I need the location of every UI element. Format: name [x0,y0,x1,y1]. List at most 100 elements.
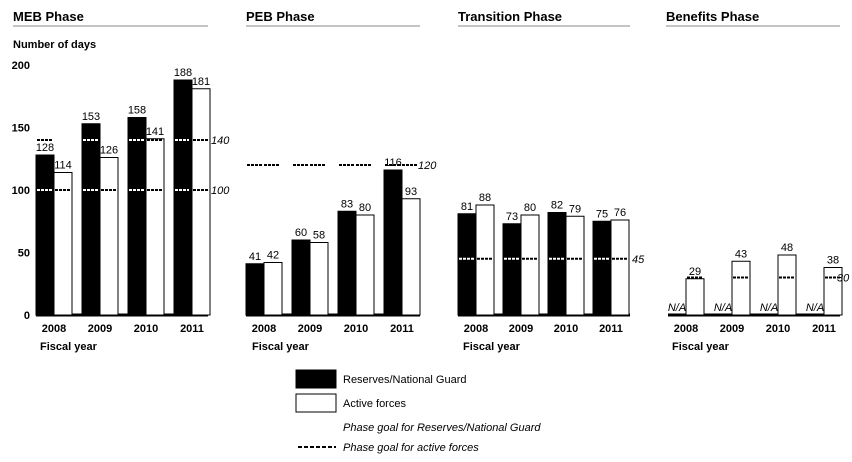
y-ticks: 0 50 100 150 200 [12,60,30,322]
x-tick-label: 2008 [42,323,66,335]
x-axis-label-benefits: Fiscal year [672,341,730,353]
data-label-reserves-na: N/A [714,302,732,314]
panel-title-benefits: Benefits Phase [666,9,759,24]
data-label-active: 88 [479,192,491,204]
bar-active [401,198,421,316]
data-label-reserves-na: N/A [760,302,778,314]
y-tick-label: 50 [18,248,30,260]
bar-reserves [245,263,265,316]
bar-active [685,278,705,316]
panel-title-meb: MEB Phase [13,9,84,24]
y-tick-label: 200 [12,60,30,72]
bar-reserves [592,220,612,316]
data-label-active: 79 [569,203,581,215]
legend-swatch-active [295,393,337,413]
x-tick-label: 2011 [390,323,414,335]
x-tick-label: 2009 [88,323,112,335]
x-tick-label: 2010 [554,323,578,335]
data-label-reserves-na: N/A [806,302,824,314]
data-label-active: 38 [827,255,839,267]
x-tick-label: 2008 [252,323,276,335]
bar-reserves [337,210,357,316]
x-tick-label: 2011 [599,323,623,335]
y-tick-label: 150 [12,123,30,135]
data-label-active: 43 [735,248,747,260]
goal-label-reserves: 120 [418,160,437,172]
bar-active [475,204,495,316]
x-axis-label-peb: Fiscal year [252,341,310,353]
data-label-reserves: 116 [384,157,402,169]
data-label-reserves: 158 [128,105,146,117]
data-label-active: 114 [54,160,72,172]
data-label-reserves: 153 [82,111,100,123]
bar-active [309,242,329,316]
data-label-reserves: 81 [461,201,473,213]
bar-active [355,214,375,316]
x-tick-label: 2009 [298,323,322,335]
data-label-reserves: 188 [174,67,192,79]
panel-title-transition: Transition Phase [458,9,562,24]
bar-active [731,260,751,316]
data-label-active: 126 [100,145,118,157]
x-tick-label: 2009 [720,323,744,335]
x-tick-label: 2011 [812,323,836,335]
data-label-active: 80 [524,202,536,214]
bar-reserves [173,79,193,316]
legend-label-goal-active: Phase goal for active forces [343,442,479,454]
x-tick-label: 2010 [134,323,158,335]
data-label-reserves: 75 [596,208,608,220]
panel-title-peb: PEB Phase [246,9,315,24]
goal-label-active: 30 [837,273,850,285]
y-axis-label: Number of days [13,39,96,51]
bar-reserves [502,223,522,316]
data-label-reserves: 60 [295,227,307,239]
goal-label-active: 45 [632,254,645,266]
legend-label-reserves: Reserves/National Guard [343,374,467,386]
x-tick-label: 2009 [509,323,533,335]
goal-label-reserves: 140 [211,135,230,147]
bar-reserves [35,154,55,316]
bar-reserves [457,213,477,316]
y-tick-label: 0 [24,310,30,322]
bar-active [191,88,211,316]
data-label-reserves: 128 [36,142,54,154]
data-label-active: 80 [359,202,371,214]
x-tick-label: 2008 [674,323,698,335]
x-tick-label: 2008 [464,323,488,335]
legend: Reserves/National Guard Active forces Ph… [295,369,541,454]
bar-active [520,214,540,316]
data-label-reserves: 82 [551,200,563,212]
bar-active [145,138,165,316]
data-label-active: 141 [146,126,164,138]
y-tick-label: 100 [12,185,30,197]
x-tick-label: 2010 [344,323,368,335]
bar-active [610,219,630,316]
bar-active [263,262,283,316]
goal-label-active: 100 [211,185,230,197]
legend-swatch-reserves [295,369,337,389]
bar-reserves [547,212,567,316]
data-label-active: 42 [267,250,279,262]
bar-active [99,157,119,316]
bar-active [565,215,585,316]
x-axis-label-transition: Fiscal year [463,341,521,353]
legend-label-goal-reserves: Phase goal for Reserves/National Guard [343,422,541,434]
x-tick-label: 2010 [766,323,790,335]
data-label-reserves: 73 [506,211,518,223]
data-label-active: 48 [781,242,793,254]
bar-reserves [383,169,403,316]
bar-reserves [81,123,101,316]
data-label-active: 29 [689,266,701,278]
x-axis-label-meb: Fiscal year [40,341,98,353]
bar-active [53,172,73,316]
data-label-reserves: 83 [341,198,353,210]
data-label-active: 76 [614,207,626,219]
data-label-reserves-na: N/A [668,302,686,314]
legend-label-active: Active forces [343,398,406,410]
data-label-reserves: 41 [249,251,261,263]
x-tick-label: 2011 [180,323,204,335]
bar-active [777,254,797,316]
data-label-active: 58 [313,230,325,242]
